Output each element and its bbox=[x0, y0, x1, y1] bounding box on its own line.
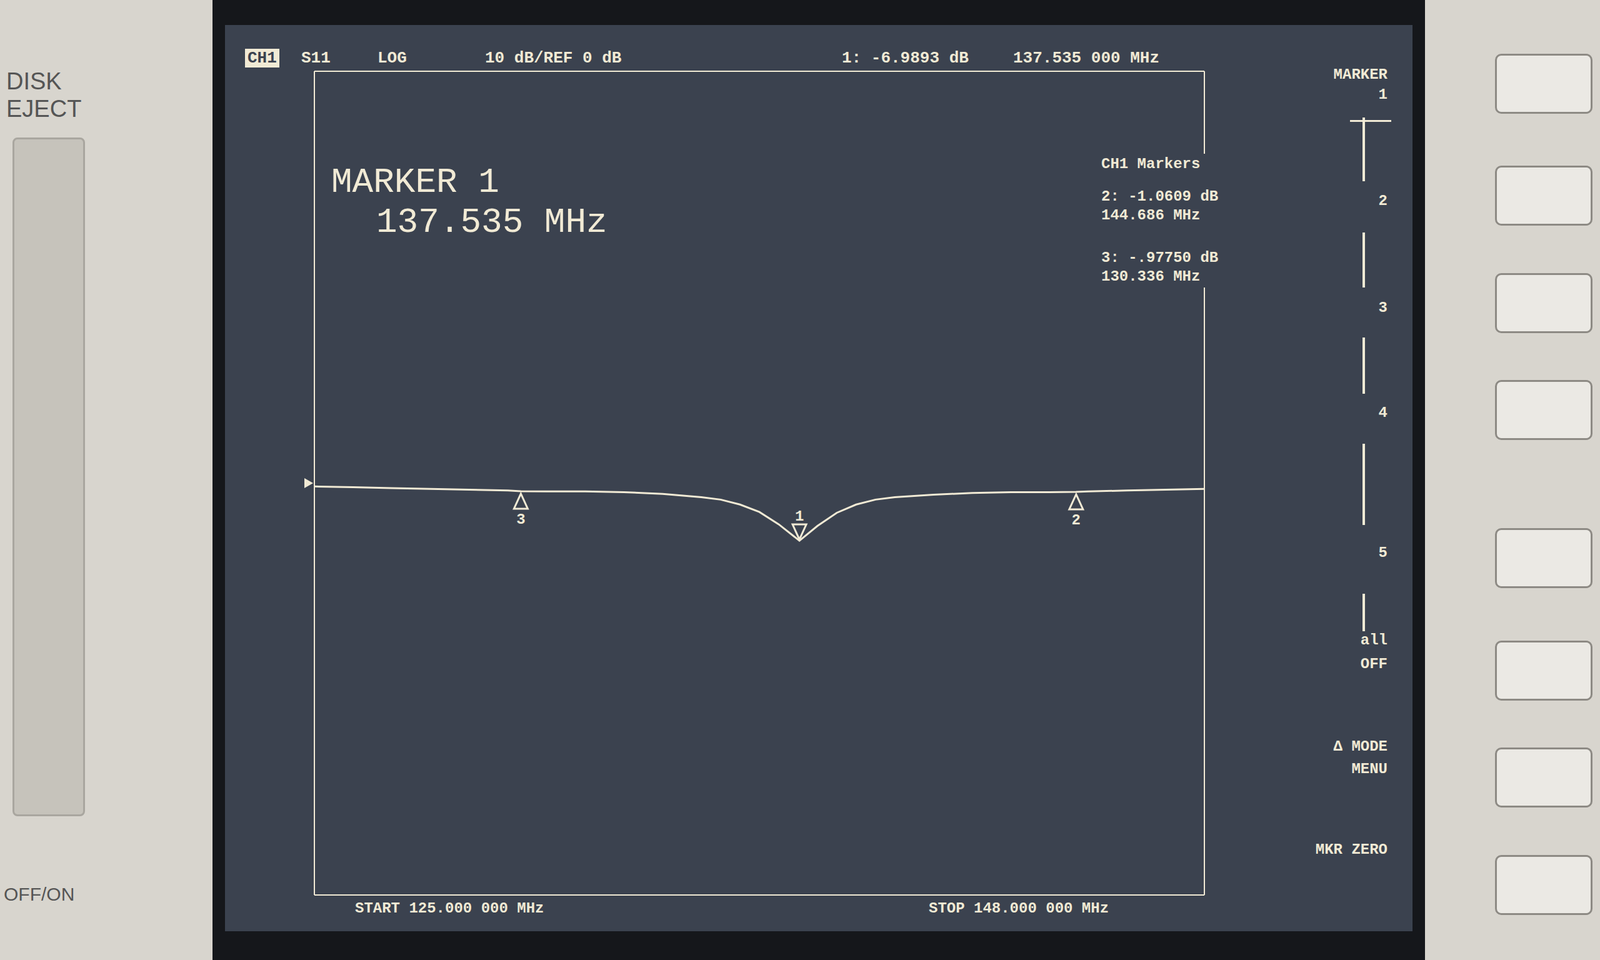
html-text:START 125.000 000 MHz: START 125.000 000 MHz bbox=[355, 900, 545, 917]
html-text:137.535 MHz: 137.535 MHz bbox=[376, 202, 608, 243]
html-text:4: 4 bbox=[1378, 404, 1388, 422]
html-text:MARKER: MARKER bbox=[1333, 66, 1388, 84]
html-text:all: all bbox=[1360, 631, 1388, 649]
html-text:1: -6.9893 dB: 1: -6.9893 dB bbox=[841, 48, 969, 68]
html-text:10 dB/REF 0 dB: 10 dB/REF 0 dB bbox=[485, 48, 622, 68]
html-text:OFF/ON: OFF/ON bbox=[3, 883, 75, 905]
html-text:EJECT: EJECT bbox=[6, 95, 82, 122]
html-text:CH1 Markers: CH1 Markers bbox=[1101, 155, 1201, 173]
html-text:5: 5 bbox=[1378, 544, 1388, 562]
html-text:Δ MODE: Δ MODE bbox=[1333, 738, 1388, 755]
html-text:137.535 000 MHz: 137.535 000 MHz bbox=[1013, 48, 1160, 68]
html-text:STOP 148.000 000 MHz: STOP 148.000 000 MHz bbox=[928, 900, 1109, 917]
html-text:OFF: OFF bbox=[1360, 655, 1388, 673]
html-text:S11: S11 bbox=[301, 48, 331, 68]
svg-text:3: 3 bbox=[516, 511, 525, 529]
html-text:MKR ZERO: MKR ZERO bbox=[1315, 841, 1388, 859]
html-text:3: 3 bbox=[1378, 299, 1388, 317]
html-text:MARKER 1: MARKER 1 bbox=[331, 162, 500, 203]
html-text:130.336 MHz: 130.336 MHz bbox=[1101, 268, 1201, 285]
html-text:CH1: CH1 bbox=[247, 48, 277, 68]
html-text:144.686 MHz: 144.686 MHz bbox=[1101, 206, 1201, 224]
html-text:MENU: MENU bbox=[1351, 760, 1388, 778]
html-text:1: 1 bbox=[1378, 86, 1388, 104]
svg-text:1: 1 bbox=[795, 508, 804, 525]
svg-text:2: 2 bbox=[1071, 511, 1081, 529]
html-text:2: -1.0609 dB: 2: -1.0609 dB bbox=[1101, 188, 1219, 205]
html-text:DISK: DISK bbox=[6, 68, 62, 95]
html-text:2: 2 bbox=[1378, 192, 1388, 210]
html-text:LOG: LOG bbox=[377, 48, 407, 68]
html-text:3: -.97750 dB: 3: -.97750 dB bbox=[1101, 249, 1219, 267]
